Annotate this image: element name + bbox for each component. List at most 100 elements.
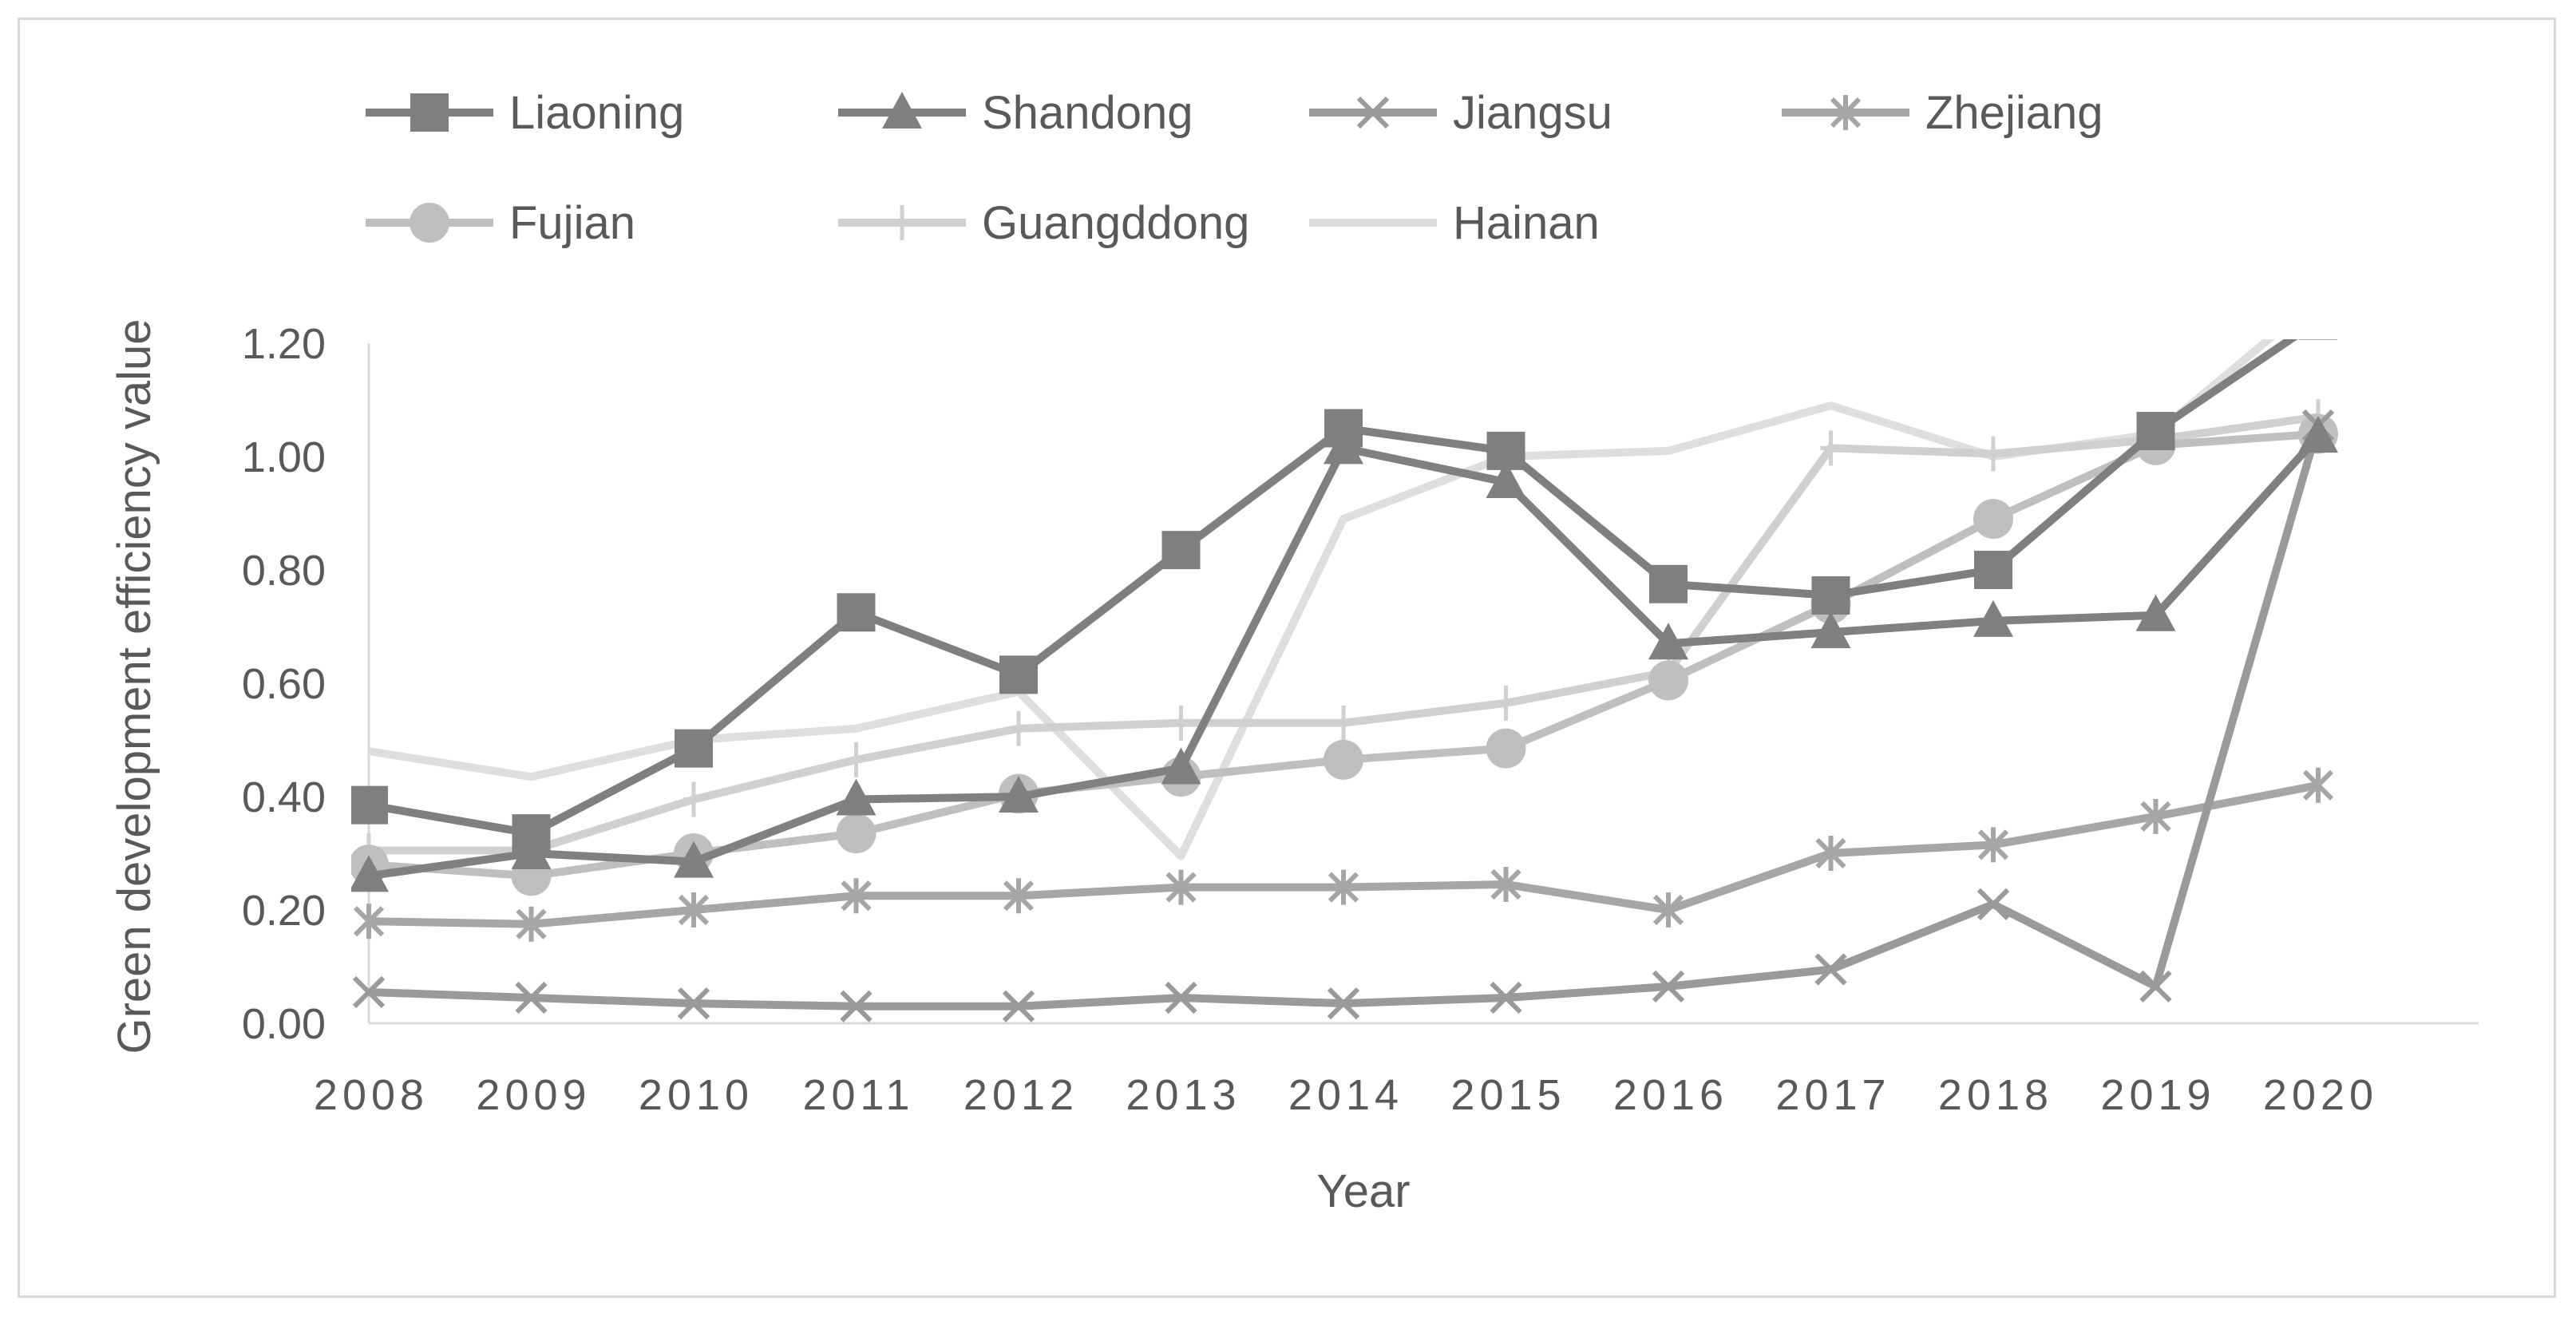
data-point bbox=[836, 778, 876, 816]
x-tick-label: 2016 bbox=[1613, 1071, 1728, 1119]
x-axis-title: Year bbox=[1316, 1165, 1410, 1217]
y-tick-label: 0.80 bbox=[242, 547, 326, 595]
data-point bbox=[2302, 767, 2334, 803]
data-point bbox=[1486, 461, 1526, 498]
data-point bbox=[1652, 970, 1685, 1003]
data-point bbox=[677, 987, 710, 1020]
data-point bbox=[999, 655, 1038, 694]
data-point bbox=[845, 742, 867, 777]
data-point bbox=[2140, 798, 2171, 834]
legend-item-liaoning: Liaoning bbox=[366, 87, 684, 139]
data-point bbox=[1977, 888, 2010, 921]
x-tick-label: 2014 bbox=[1288, 1071, 1403, 1119]
data-point bbox=[1008, 710, 1029, 746]
data-point bbox=[675, 729, 713, 768]
data-point bbox=[512, 814, 551, 853]
series-shandong bbox=[351, 416, 2338, 892]
y-tick-label: 1.20 bbox=[242, 320, 326, 368]
series-liaoning bbox=[351, 339, 2337, 853]
data-point bbox=[840, 990, 873, 1022]
data-point bbox=[1161, 747, 1201, 785]
data-point bbox=[1490, 867, 1521, 903]
legend-item-jiangsu: Jiangsu bbox=[1309, 87, 1612, 139]
data-point bbox=[1974, 551, 2012, 589]
data-point bbox=[1973, 499, 2013, 540]
data-point bbox=[351, 855, 389, 892]
data-point bbox=[2136, 412, 2175, 451]
legend-item-zhejiang: Zhejiang bbox=[1782, 87, 2103, 139]
data-point bbox=[1324, 409, 1363, 448]
legend: Liaoning Shandong Jiangsu Zhejiang Fujian Gua… bbox=[366, 87, 2103, 249]
data-point bbox=[1327, 987, 1360, 1020]
series-guangddong bbox=[358, 399, 2329, 868]
data-point bbox=[2135, 594, 2176, 631]
data-point bbox=[674, 840, 714, 878]
x-tick-label: 2017 bbox=[1775, 1071, 1890, 1119]
data-point bbox=[2299, 339, 2337, 340]
data-point bbox=[1973, 599, 2013, 637]
data-point bbox=[410, 203, 449, 243]
legend-label: Zhejiang bbox=[1925, 87, 2103, 139]
y-tick-label: 0.00 bbox=[242, 1000, 326, 1048]
data-point bbox=[1649, 564, 1688, 603]
data-point bbox=[1983, 436, 2004, 472]
legend-label: Shandong bbox=[982, 87, 1193, 139]
legend-label: Liaoning bbox=[509, 87, 684, 139]
data-point bbox=[1810, 611, 1851, 649]
series-zhejiang bbox=[353, 767, 2334, 942]
data-point bbox=[1814, 953, 1847, 986]
x-tick-label: 2015 bbox=[1450, 1071, 1565, 1119]
legend-label: Jiangsu bbox=[1453, 87, 1612, 139]
data-point bbox=[1328, 869, 1359, 905]
data-point bbox=[352, 975, 386, 1009]
series-jiangsu bbox=[352, 409, 2335, 1022]
x-tick-label: 2009 bbox=[476, 1071, 591, 1119]
data-point bbox=[1003, 878, 1035, 914]
series-layer bbox=[351, 339, 2338, 1022]
data-point bbox=[678, 892, 710, 927]
x-tick-label: 2020 bbox=[2263, 1071, 2378, 1119]
series-line bbox=[369, 413, 2319, 855]
legend-item-hainan: Hainan bbox=[1309, 197, 1600, 249]
y-tick-labels: 0.00 0.20 0.40 0.60 0.80 1.00 1.20 bbox=[242, 320, 326, 1048]
x-tick-label: 2013 bbox=[1126, 1071, 1241, 1119]
data-point bbox=[353, 904, 385, 939]
data-point bbox=[1648, 623, 1688, 660]
x-tick-label: 2019 bbox=[2100, 1071, 2215, 1119]
data-point bbox=[1333, 705, 1354, 741]
data-point bbox=[1170, 705, 1192, 741]
y-tick-label: 0.20 bbox=[242, 887, 326, 935]
y-tick-label: 0.40 bbox=[242, 773, 326, 821]
data-point bbox=[1161, 531, 1201, 570]
data-point bbox=[1002, 990, 1035, 1022]
data-point bbox=[1815, 836, 1846, 871]
data-point bbox=[999, 776, 1039, 813]
data-point bbox=[1648, 660, 1688, 701]
x-tick-label: 2011 bbox=[802, 1071, 914, 1119]
y-axis-title: Green development efficiency value bbox=[109, 318, 160, 1054]
data-point bbox=[837, 593, 876, 632]
data-point bbox=[516, 906, 547, 942]
data-point bbox=[1165, 981, 1197, 1014]
data-point bbox=[351, 785, 388, 825]
x-tick-label: 2008 bbox=[314, 1071, 429, 1119]
x-tick-label: 2012 bbox=[964, 1071, 1078, 1119]
legend-label: Fujian bbox=[509, 197, 635, 249]
data-point bbox=[1977, 827, 2009, 863]
data-point bbox=[1830, 95, 1862, 130]
y-tick-label: 0.60 bbox=[242, 660, 326, 708]
data-point bbox=[1324, 739, 1363, 780]
x-tick-labels: 2008 2009 2010 2011 2012 2013 2014 2015 2016 2017… bbox=[314, 1071, 2378, 1119]
x-tick-label: 2018 bbox=[1938, 1071, 2053, 1119]
data-point bbox=[1495, 685, 1517, 721]
legend-item-guangddong: Guangddong bbox=[838, 197, 1249, 249]
data-point bbox=[1820, 430, 1842, 466]
data-point bbox=[1652, 892, 1684, 927]
data-point bbox=[1490, 981, 1522, 1014]
data-point bbox=[882, 92, 922, 129]
data-point bbox=[892, 205, 912, 240]
data-point bbox=[683, 781, 704, 817]
data-point bbox=[1811, 575, 1850, 615]
legend-item-fujian: Fujian bbox=[366, 197, 635, 249]
legend-label: Hainan bbox=[1453, 197, 1600, 249]
